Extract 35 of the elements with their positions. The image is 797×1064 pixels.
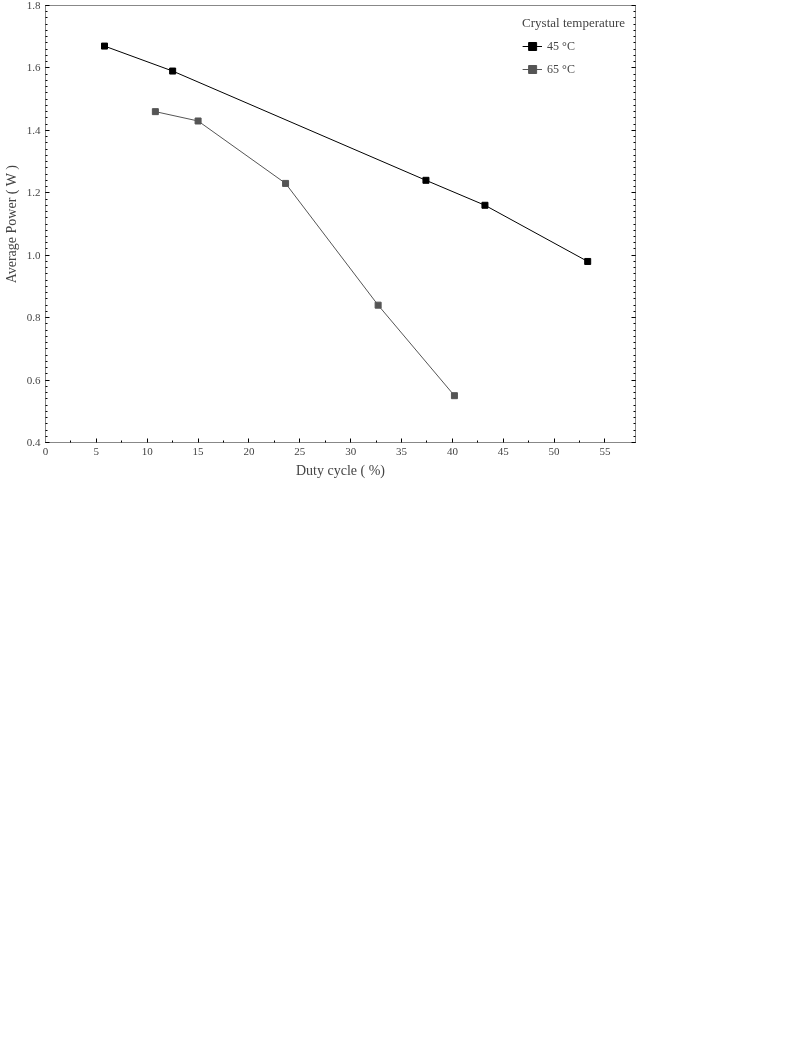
point: [101, 42, 108, 50]
y-tick-label: 1.2: [26, 186, 41, 199]
point: [481, 201, 489, 209]
x-tick-label: 10: [141, 444, 154, 457]
x-tick-label: 45: [497, 444, 510, 457]
legend-label: 65 °C: [547, 61, 575, 77]
x-tick-label: 5: [93, 444, 100, 457]
y-tick-label: 0.8: [26, 311, 41, 324]
point: [374, 301, 382, 309]
legend-title: Crystal temperature: [522, 15, 625, 31]
y-tick-label: 0.4: [26, 436, 41, 448]
x-tick-label: 50: [548, 444, 561, 457]
x-tick-label: 35: [396, 444, 408, 457]
point: [450, 392, 458, 400]
x-axis-title: Duty cycle ( %): [295, 462, 386, 479]
x-tick-label: 15: [192, 444, 205, 457]
y-tick-label: 1.6: [26, 61, 41, 74]
y-tick-label: 0.6: [26, 373, 41, 386]
point: [422, 176, 430, 184]
point: [151, 108, 159, 116]
x-tick-label: 55: [599, 444, 611, 457]
y-tick-label: 1.0: [26, 248, 41, 261]
point: [194, 117, 202, 125]
x-tick-label: 0: [42, 444, 49, 457]
y-tick-label: 1.4: [26, 123, 41, 136]
y-axis-title: Average Power ( W ): [3, 164, 20, 284]
x-tick-label: 40: [446, 444, 459, 457]
point: [169, 67, 177, 75]
point: [282, 179, 290, 187]
x-tick-label: 25: [294, 444, 306, 457]
point: [584, 257, 592, 265]
x-tick-label: 20: [243, 444, 255, 457]
y-tick-label: 1.8: [26, 0, 41, 11]
x-tick-label: 30: [345, 444, 357, 457]
legend-label: 45 °C: [547, 38, 575, 54]
